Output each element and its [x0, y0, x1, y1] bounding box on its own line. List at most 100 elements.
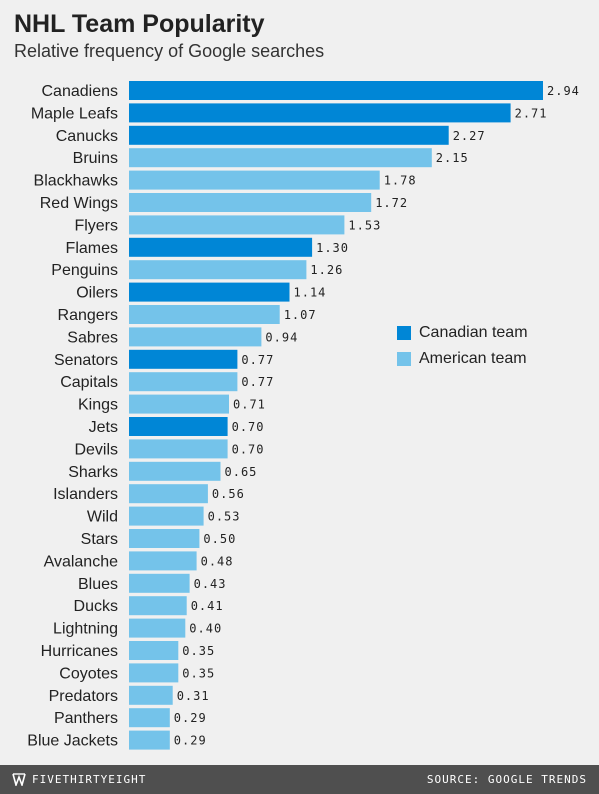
bar-flyers [129, 215, 345, 235]
chart-legend: Canadian team American team [397, 320, 528, 372]
legend-swatch-american [397, 352, 411, 366]
team-label: Sharks [68, 464, 118, 481]
footer-bar: FIVETHIRTYEIGHT SOURCE: GOOGLE TRENDS [0, 765, 599, 794]
team-label: Avalanche [44, 553, 119, 570]
bar-blackhawks [129, 170, 380, 190]
value-label: 0.35 [182, 644, 215, 658]
value-label: 0.29 [174, 734, 207, 748]
bar-canadiens [129, 81, 543, 100]
bar-stars [129, 529, 200, 548]
value-label: 0.31 [177, 689, 210, 703]
bar-predators [129, 685, 173, 705]
bar-sabres [129, 327, 262, 347]
value-label: 0.77 [241, 375, 274, 389]
team-label: Ducks [74, 598, 118, 615]
bar-avalanche [129, 551, 197, 571]
bar-oilers [129, 282, 290, 302]
bar-lightning [129, 618, 186, 638]
bar-bruins [129, 148, 432, 168]
value-label: 1.53 [348, 218, 381, 232]
team-label: Wild [87, 509, 118, 526]
bar-ducks [129, 596, 187, 616]
bar-hurricanes [129, 641, 179, 660]
bar-flames [129, 237, 313, 257]
bar-maple-leafs [129, 103, 511, 123]
team-label: Islanders [53, 486, 118, 503]
bar-blues [129, 573, 190, 593]
source-note: SOURCE: GOOGLE TRENDS [426, 773, 587, 786]
legend-label-canadian: Canadian team [419, 324, 528, 341]
chart-title: NHL Team Popularity [14, 10, 265, 38]
bar-senators [129, 349, 238, 369]
team-label: Kings [78, 397, 118, 414]
team-label: Flyers [74, 217, 118, 234]
team-label: Canucks [56, 128, 118, 145]
team-label: Red Wings [40, 195, 118, 212]
team-label: Lightning [53, 621, 118, 638]
bar-coyotes [129, 663, 179, 683]
team-label: Maple Leafs [31, 105, 118, 122]
bar-penguins [129, 260, 307, 280]
value-label: 0.29 [174, 711, 207, 725]
value-label: 0.77 [241, 353, 274, 367]
brand: FIVETHIRTYEIGHT [12, 773, 146, 786]
value-label: 0.40 [189, 622, 222, 636]
value-label: 2.27 [453, 129, 486, 143]
team-label: Coyotes [59, 665, 118, 682]
value-label: 0.53 [208, 510, 241, 524]
value-label: 1.26 [310, 263, 343, 277]
value-label: 0.71 [233, 398, 266, 412]
team-label: Stars [81, 531, 118, 548]
team-label: Blackhawks [34, 173, 118, 190]
fivethirtyeight-logo-icon [12, 773, 26, 786]
bar-devils [129, 439, 228, 459]
team-label: Capitals [60, 374, 118, 391]
value-label: 0.70 [232, 442, 265, 456]
value-label: 2.15 [436, 151, 469, 165]
team-label: Oilers [76, 285, 118, 302]
value-label: 1.78 [384, 174, 417, 188]
bar-islanders [129, 484, 208, 504]
value-label: 1.30 [316, 241, 349, 255]
value-label: 0.94 [265, 330, 298, 344]
value-label: 0.65 [225, 465, 258, 479]
team-label: Rangers [58, 307, 118, 324]
value-label: 0.50 [203, 532, 236, 546]
bar-capitals [129, 372, 238, 392]
team-label: Panthers [54, 710, 118, 727]
legend-swatch-canadian [397, 326, 411, 340]
bar-canucks [129, 125, 449, 145]
team-label: Senators [54, 352, 118, 369]
value-label: 0.48 [201, 554, 234, 568]
value-label: 0.70 [232, 420, 265, 434]
bar-red-wings [129, 193, 372, 212]
team-label: Jets [89, 419, 118, 436]
bar-chart: Canadiens 2.94 Maple Leafs 2.71 Canucks 2.27 B… [27, 81, 580, 750]
chart-subtitle: Relative frequency of Google searches [14, 41, 325, 61]
team-label: Blues [78, 576, 118, 593]
value-label: 1.72 [375, 196, 408, 210]
bar-wild [129, 506, 204, 526]
bar-kings [129, 394, 229, 414]
value-label: 0.35 [182, 666, 215, 680]
team-label: Predators [49, 688, 118, 705]
team-label: Devils [74, 441, 118, 458]
legend-item-canadian: Canadian team [397, 320, 528, 346]
bar-blue-jackets [129, 730, 170, 750]
team-label: Flames [66, 240, 118, 257]
value-label: 2.71 [515, 106, 548, 120]
bar-rangers [129, 305, 280, 324]
team-label: Sabres [67, 329, 118, 346]
value-label: 1.07 [284, 308, 317, 322]
value-label: 0.56 [212, 487, 245, 501]
team-label: Penguins [51, 262, 118, 279]
legend-item-american: American team [397, 346, 528, 372]
value-label: 2.94 [547, 84, 580, 98]
legend-label-american: American team [419, 350, 527, 367]
team-label: Bruins [73, 150, 118, 167]
value-label: 0.41 [191, 599, 224, 613]
team-label: Blue Jackets [27, 733, 118, 750]
team-label: Hurricanes [41, 643, 118, 660]
brand-name: FIVETHIRTYEIGHT [32, 773, 147, 786]
bar-jets [129, 417, 228, 436]
